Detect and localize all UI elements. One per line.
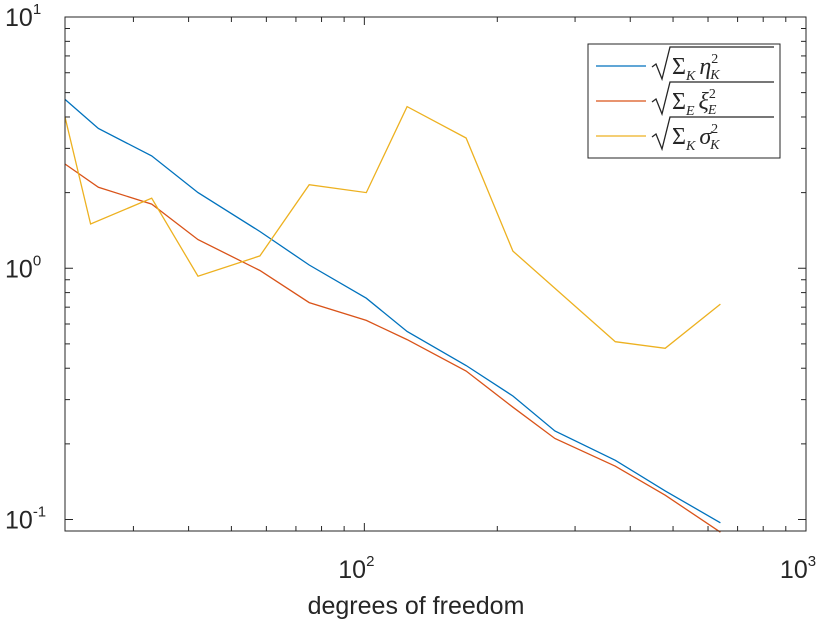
plot-frame bbox=[64, 16, 807, 532]
y-tick-label: 101 bbox=[5, 1, 41, 32]
legend-entry: ΣK σ2 K bbox=[651, 116, 774, 154]
radical-sign bbox=[651, 81, 774, 117]
legend-label: ΣK η2 K bbox=[672, 52, 720, 84]
legend-entry: ΣE ξ2 E bbox=[651, 81, 774, 119]
series-line-2 bbox=[64, 163, 721, 533]
legend-label: ΣK σ2 K bbox=[672, 122, 720, 154]
x-axis-label: degrees of freedom bbox=[308, 592, 525, 620]
y-tick-label: 100 bbox=[5, 252, 41, 283]
legend-entry: ΣK η2 K bbox=[651, 46, 774, 84]
series-line-3 bbox=[64, 105, 721, 349]
x-tick-label: 102 bbox=[338, 553, 374, 584]
series-line-1 bbox=[64, 98, 721, 524]
plot-lines bbox=[64, 98, 721, 533]
radical-sign bbox=[651, 116, 774, 152]
tick-labels: 102 103 10-1 100 101 bbox=[5, 1, 816, 584]
x-tick-label: 103 bbox=[780, 553, 816, 584]
legend-label: ΣE ξ2 E bbox=[672, 87, 717, 119]
axes bbox=[64, 16, 807, 532]
legend: ΣK η2 KΣE ξ2 EΣK σ2 K bbox=[587, 43, 781, 159]
y-tick-label: 10-1 bbox=[5, 504, 46, 535]
radical-sign bbox=[651, 46, 774, 82]
